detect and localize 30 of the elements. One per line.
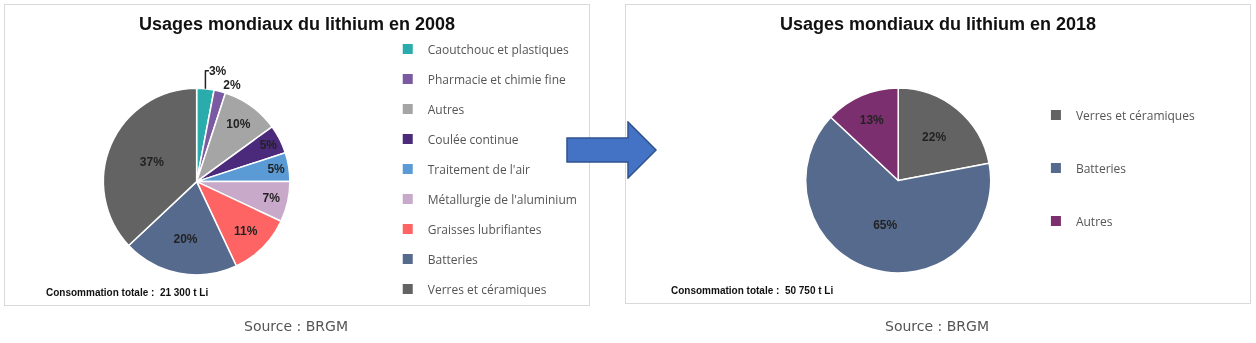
source-note: Source : BRGM	[884, 318, 990, 334]
data-label: 22%	[922, 129, 947, 144]
text: Consommation totale : 50 750 t Li	[671, 285, 834, 296]
legend-label: Autres	[1075, 212, 1113, 230]
legend-label: Métallurgie de l'aluminium	[427, 190, 577, 208]
data-label: 5%	[259, 138, 278, 152]
legend-label: Coulée continue	[427, 130, 519, 148]
data-label: 13%	[859, 112, 885, 127]
legend-label: Traitement de l'air	[427, 160, 531, 178]
legend-label: Autres	[427, 100, 465, 118]
data-label: 11%	[234, 223, 258, 238]
source-note: Source : BRGM	[243, 318, 349, 334]
chart-title: Usages mondiaux du lithium en 2008	[138, 13, 456, 34]
data-label: 5%	[267, 161, 286, 176]
chart-title: Usages mondiaux du lithium en 2018	[779, 13, 1097, 34]
legend-label: Graisses lubrifiantes	[427, 220, 542, 238]
data-label: 20%	[173, 232, 198, 247]
data-label: 2%	[223, 77, 241, 92]
text: Consommation totale : 21 300 t Li	[46, 287, 209, 298]
legend-label: Batteries	[1075, 159, 1127, 177]
legend-label: Pharmacie et chimie fine	[427, 70, 566, 88]
data-label: 10%	[226, 116, 251, 131]
legend-label: Verres et céramiques	[427, 280, 547, 298]
data-label: 65%	[873, 217, 898, 232]
data-label: 7%	[262, 191, 281, 206]
data-label: 3%	[208, 63, 227, 78]
legend-label: Verres et céramiques	[1075, 106, 1195, 124]
data-label: 37%	[139, 155, 165, 170]
legend-label: Batteries	[427, 250, 479, 268]
legend-label: Caoutchouc et plastiques	[427, 40, 570, 58]
